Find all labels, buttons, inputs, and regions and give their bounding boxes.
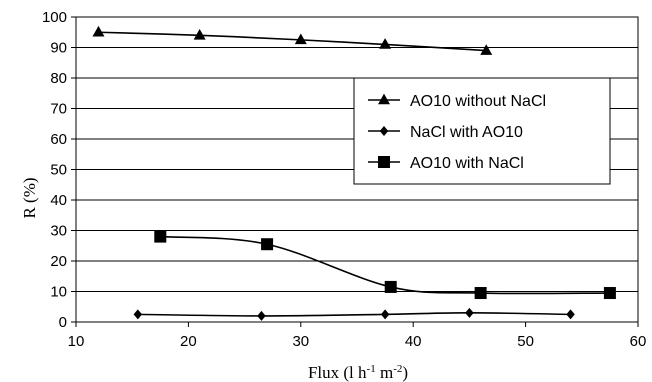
data-point-diamond: [380, 309, 390, 320]
data-point-triangle: [193, 28, 206, 40]
x-axis-title-base: Flux (l h: [308, 363, 367, 382]
y-tick-label: 20: [50, 253, 67, 270]
y-tick-label: 60: [50, 131, 67, 148]
data-point-square: [474, 287, 487, 300]
y-tick-label: 0: [59, 314, 67, 331]
data-point-diamond: [465, 307, 474, 318]
x-tick-label: 40: [405, 333, 422, 350]
data-point-triangle: [480, 44, 493, 55]
legend-item: AO10 without NaCl: [368, 93, 546, 110]
legend-item: NaCl with AO10: [368, 124, 523, 141]
y-tick-label: 30: [50, 223, 67, 240]
x-tick-label: 50: [517, 333, 534, 350]
legend-label: AO10 with NaCl: [410, 155, 524, 172]
y-axis-title: R (%): [20, 177, 39, 218]
series-diamond: [133, 307, 575, 321]
x-axis-title-mid: m: [376, 363, 393, 382]
data-point-triangle: [294, 33, 307, 45]
y-tick-label: 70: [50, 101, 67, 118]
legend-label: AO10 without NaCl: [410, 93, 546, 110]
series-group: [92, 25, 616, 321]
x-axis-title: Flux (l h-1 m-2): [308, 363, 408, 382]
series-triangle: [92, 25, 493, 55]
legend: AO10 without NaCl NaCl with AO10 AO10 with…: [353, 77, 611, 185]
legend-marker-square: [378, 156, 390, 168]
x-tick-label: 60: [630, 333, 647, 350]
data-point-square: [261, 238, 274, 251]
data-point-square: [154, 230, 167, 243]
y-tick-label: 80: [50, 70, 67, 87]
y-tick-label: 10: [50, 284, 67, 301]
y-tick-label: 50: [50, 162, 67, 179]
data-point-square: [384, 280, 397, 293]
x-axis-title-end: ): [402, 363, 408, 382]
x-tick-label: 30: [292, 333, 309, 350]
data-point-triangle: [92, 25, 105, 37]
data-point-diamond: [566, 309, 575, 320]
legend-item: AO10 with NaCl: [368, 155, 524, 172]
legend-label: NaCl with AO10: [410, 124, 523, 141]
data-point-triangle: [379, 38, 392, 49]
x-tick-label: 20: [180, 333, 197, 350]
legend-marker-triangle: [378, 93, 390, 105]
series-line-diamond: [137, 312, 571, 317]
data-point-square: [603, 287, 616, 300]
series-square: [154, 230, 616, 300]
x-axis-title-sup1: -1: [367, 363, 376, 375]
x-axis-title-sup2: -2: [393, 363, 402, 375]
data-point-diamond: [257, 310, 266, 321]
y-tick-label: 40: [50, 192, 67, 209]
y-tick-label: 100: [42, 9, 67, 26]
x-tick-label: 10: [68, 333, 85, 350]
legend-marker-diamond: [379, 126, 389, 136]
y-tick-label: 90: [50, 40, 67, 57]
data-point-diamond: [133, 309, 143, 320]
